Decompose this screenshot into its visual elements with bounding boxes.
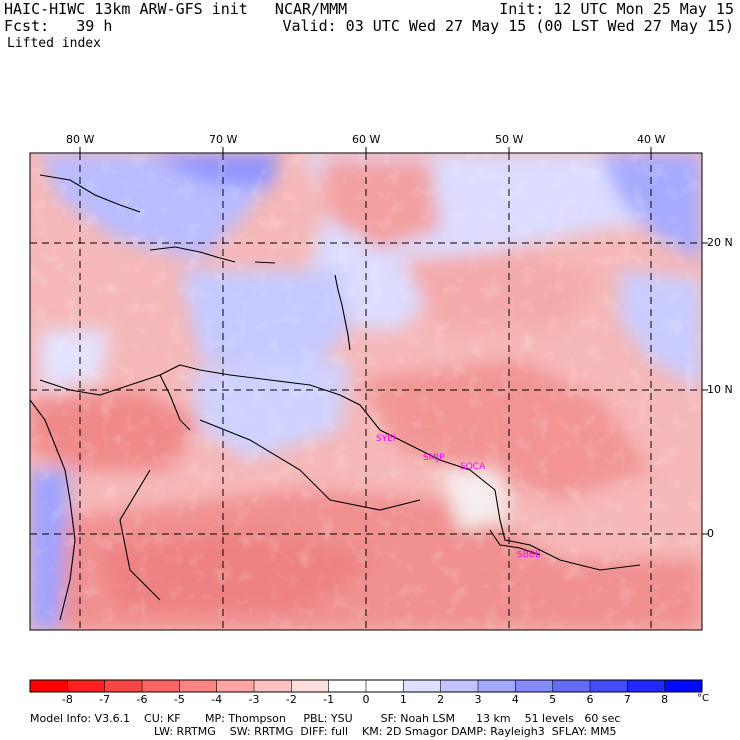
colorbar-swatch [104,680,143,692]
colorbar-label: 0 [362,693,370,706]
colorbar-swatch [67,680,106,692]
colorbar-label: -5 [173,693,185,706]
forecast-hour: Fcst: 39 h [4,17,113,35]
coastlines [30,174,641,621]
station-soca: SOCA [460,462,486,472]
model-title: HAIC-HIWC 13km ARW-GFS init NCAR/MMM [4,0,348,18]
colorbar-label: -3 [248,693,260,706]
colorbar-swatch [291,680,330,692]
valid-time: Valid: 03 UTC Wed 27 May 15 (00 LST Wed … [282,17,734,35]
colorbar-label: 8 [661,693,669,706]
lon-label-40w: 40 W [637,133,666,146]
colorbar-swatch [142,680,180,692]
colorbar-label: 1 [399,693,407,706]
colorbar-label: 4 [511,693,519,706]
colorbar-unit: °C [697,693,709,704]
colorbar-swatch [403,680,442,692]
lat-label-10n: 10 N [707,383,733,396]
colorbar-label: -4 [211,693,223,706]
lon-label-60w: 60 W [352,133,381,146]
colorbar-swatch [664,680,703,692]
colorbar-label: -7 [99,693,111,706]
model-info-line1: Model Info: V3.6.1 CU: KF MP: Thompson P… [30,712,621,725]
lon-label-50w: 50 W [495,133,524,146]
colorbar-label: -1 [323,693,335,706]
colorbar-swatch [478,680,516,692]
colorbar-swatch [366,680,404,692]
colorbar-label: 2 [437,693,445,706]
colorbar-swatch [627,680,666,692]
colorbar [29,679,703,693]
colorbar-label: 7 [623,693,631,706]
colorbar-swatch [440,680,479,692]
colorbar-swatch [552,680,591,692]
colorbar-label: 5 [549,693,557,706]
colorbar-label: -8 [61,693,73,706]
colorbar-label: 3 [474,693,482,706]
colorbar-swatch [328,680,367,692]
model-info-line2: LW: RRTMG SW: RRTMG DIFF: full KM: 2D Sm… [154,725,617,738]
colorbar-swatch [30,680,68,692]
colorbar-swatch [590,680,628,692]
map-field: SYEI SMJP SOCA SBBE [30,153,702,630]
colorbar-swatch [254,680,292,692]
field-name: Lifted index [7,36,101,51]
lon-label-70w: 70 W [209,133,238,146]
station-syei: SYEI [376,434,396,444]
lat-label-0: 0 [707,527,714,540]
colorbar-label: -6 [136,693,148,706]
station-sbbe: SBBE [517,550,541,560]
lat-lon-grid [30,153,702,630]
frame-ticks [79,147,708,535]
colorbar-label: -2 [285,693,297,706]
init-time: Init: 12 UTC Mon 25 May 15 [499,0,734,18]
colorbar-swatch [179,680,218,692]
station-markers: SYEI SMJP SOCA SBBE [376,434,541,560]
colorbar-swatch [216,680,255,692]
colorbar-swatch [515,680,554,692]
lat-label-20n: 20 N [707,236,733,249]
colorbar-label: 6 [586,693,594,706]
lon-label-80w: 80 W [66,133,95,146]
station-smjp: SMJP [423,453,445,463]
